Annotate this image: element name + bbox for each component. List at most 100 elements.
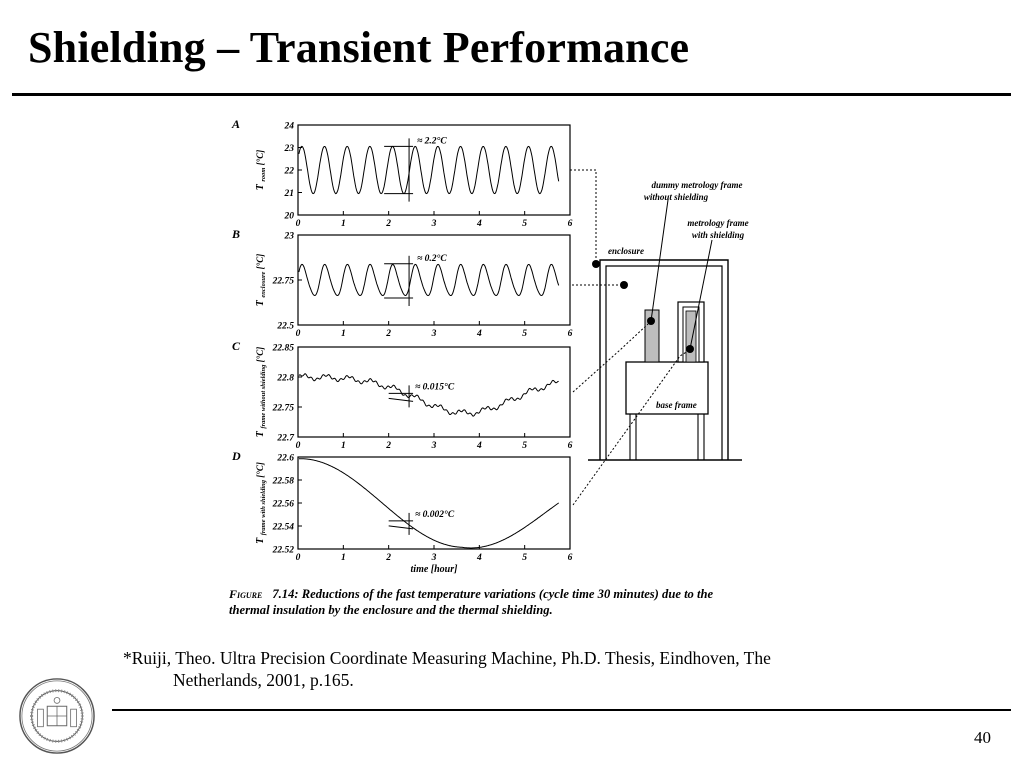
y-tick-label: 22.5: [276, 322, 294, 332]
x-tick-label: 4: [476, 329, 482, 339]
x-tick-label: 0: [296, 329, 301, 339]
annotation-label: ≈ 2.2°C: [417, 135, 447, 146]
x-tick-label: 0: [296, 553, 301, 563]
y-tick-label: 22.54: [272, 523, 295, 533]
base-frame-legs: [629, 414, 705, 460]
chart-panel-c: C 22.85 22.8 22.75 22.70 1 2 3 4 5 6 T frame withou…: [232, 339, 573, 451]
x-tick-label: 6: [568, 441, 573, 451]
x-tick-label: 6: [568, 329, 573, 339]
title-divider: [12, 93, 1011, 96]
panel-letter: B: [231, 227, 240, 241]
y-tick-label: 20: [284, 212, 295, 222]
y-tick-label: 22.75: [272, 404, 295, 414]
x-tick-label: 3: [431, 329, 437, 339]
x-tick-label: 2: [385, 441, 391, 451]
x-tick-label: 5: [522, 553, 527, 563]
metrology-frame: [685, 310, 697, 363]
sensor-dot: [592, 260, 600, 268]
label-dummy-frame-2: without shielding: [644, 192, 709, 202]
x-tick-label: 4: [476, 441, 482, 451]
enclosure-diagram: dummy metrology frame without shielding me…: [570, 169, 749, 506]
label-enclosure: enclosure: [608, 246, 644, 256]
caption-prefix: Figure: [229, 587, 263, 601]
panel-letter: C: [232, 339, 241, 353]
panel-letter: D: [231, 449, 241, 463]
citation: *Ruiji, Theo. Ultra Precision Coordinate…: [123, 647, 863, 691]
y-axis-label: T frame without shielding [°C]: [255, 347, 267, 437]
x-tick-label: 3: [431, 441, 437, 451]
y-tick-label: 22: [284, 167, 295, 177]
x-tick-label: 5: [522, 441, 527, 451]
x-tick-label: 3: [431, 553, 437, 563]
series-line: [298, 458, 559, 549]
y-tick-label: 22.56: [272, 500, 295, 510]
slide-title: Shielding – Transient Performance: [28, 23, 690, 72]
enclosure-outer: [599, 259, 729, 460]
plot-frame: [297, 456, 571, 550]
caption-text: 7.14: Reductions of the fast temperature…: [229, 587, 714, 617]
citation-line-1: *Ruiji, Theo. Ultra Precision Coordinate…: [123, 648, 771, 668]
base-frame-top: [625, 361, 709, 415]
series-line: [298, 373, 559, 417]
x-tick-label: 1: [341, 553, 346, 563]
label-metrology-frame: metrology frame: [687, 218, 748, 228]
x-tick-label: 3: [431, 219, 437, 229]
x-tick-label: 6: [568, 553, 573, 563]
y-axis-label: T room [°C]: [255, 150, 267, 191]
x-tick-label: 0: [296, 219, 301, 229]
plot-frame: [297, 234, 571, 326]
pointer-line: [689, 239, 713, 350]
x-tick-label: 2: [385, 329, 391, 339]
panel-letter: A: [231, 117, 240, 131]
y-axis-label: T frame with shielding [°C]: [255, 462, 267, 544]
x-tick-label: 1: [341, 329, 346, 339]
annotation-label: ≈ 0.002°C: [415, 509, 455, 520]
x-tick-label: 5: [522, 329, 527, 339]
y-tick-label: 22.6: [276, 454, 294, 464]
y-tick-label: 22.8: [276, 374, 294, 384]
x-tick-label: 4: [476, 219, 482, 229]
leader-c: [572, 323, 649, 393]
x-tick-label: 5: [522, 219, 527, 229]
x-tick-label: 1: [341, 219, 346, 229]
y-tick-label: 23: [284, 144, 295, 154]
figure-caption: Figure 7.14: Reductions of the fast tempe…: [229, 586, 749, 618]
x-tick-label: 0: [296, 441, 301, 451]
footer-divider: [112, 709, 1011, 711]
leader-a: [570, 169, 597, 260]
y-tick-label: 24: [284, 122, 295, 132]
page-number: 40: [974, 728, 991, 747]
enclosure-inner: [605, 265, 723, 460]
x-tick-label: 4: [476, 553, 482, 563]
chart-panel-d: D 22.6 22.58 22.56 22.54 22.520 1 2 3 4 5 6 T frame …: [231, 449, 573, 563]
label-dummy-frame: dummy metrology frame: [652, 180, 743, 190]
label-base-frame: base frame: [656, 400, 697, 410]
y-tick-label: 22.75: [272, 277, 295, 287]
annotation-label: ≈ 0.015°C: [415, 381, 455, 392]
annotation-label: ≈ 0.2°C: [417, 253, 447, 264]
y-tick-label: 22.7: [276, 434, 295, 444]
x-axis-label: time [hour]: [411, 564, 459, 575]
y-axis-label: T enclosure [°C]: [255, 254, 267, 306]
y-tick-label: 21: [284, 189, 295, 199]
x-tick-label: 1: [341, 441, 346, 451]
pointer-line: [650, 199, 669, 322]
series-line: [298, 145, 560, 195]
label-metrology-frame-2: with shielding: [692, 230, 745, 240]
mit-seal-logo: [19, 678, 95, 754]
citation-line-2: Netherlands, 2001, p.165.: [173, 670, 354, 690]
y-tick-label: 23: [284, 232, 295, 242]
y-tick-label: 22.58: [272, 477, 295, 487]
x-tick-label: 2: [385, 553, 391, 563]
sensor-dot: [620, 281, 628, 289]
y-tick-label: 22.85: [272, 344, 295, 354]
series-line: [298, 263, 560, 297]
x-tick-label: 6: [568, 219, 573, 229]
x-tick-label: 2: [385, 219, 391, 229]
leader-d: [572, 350, 689, 506]
y-tick-label: 22.52: [272, 546, 295, 556]
